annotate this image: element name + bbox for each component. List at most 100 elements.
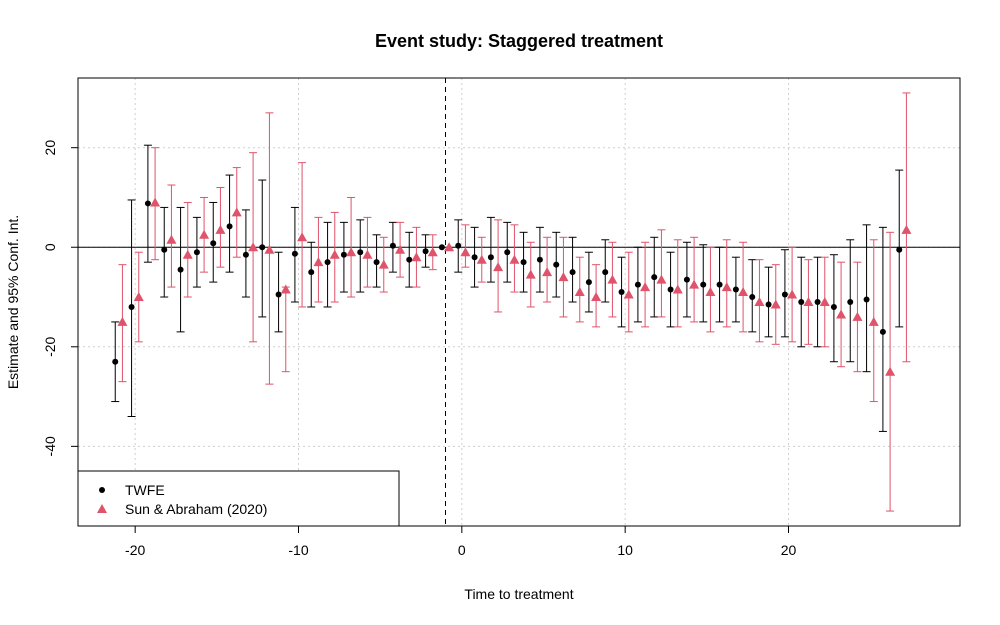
sa-point bbox=[770, 299, 781, 309]
sa-point bbox=[787, 289, 798, 299]
sa-point bbox=[117, 316, 128, 326]
legend-sa-marker bbox=[97, 504, 107, 513]
sa-point bbox=[248, 242, 259, 252]
twfe-point bbox=[242, 251, 249, 258]
sa-point bbox=[313, 257, 324, 267]
twfe-point bbox=[373, 259, 380, 266]
sa-point bbox=[493, 262, 504, 272]
legend-twfe-marker bbox=[99, 487, 105, 493]
y-tick-label: -40 bbox=[42, 436, 58, 456]
y-tick-label: 0 bbox=[42, 243, 58, 251]
legend: TWFE Sun & Abraham (2020) bbox=[77, 470, 400, 527]
sa-point bbox=[591, 292, 602, 302]
twfe-point bbox=[585, 279, 592, 286]
twfe-point bbox=[749, 294, 756, 301]
twfe-point bbox=[438, 244, 445, 251]
y-axis: -40 -20 0 20 bbox=[42, 140, 78, 456]
twfe-point bbox=[210, 240, 217, 247]
twfe-point bbox=[340, 251, 347, 258]
sa-point bbox=[542, 267, 553, 277]
twfe-point bbox=[455, 242, 462, 249]
sa-point bbox=[705, 287, 716, 297]
sa-point bbox=[215, 224, 226, 234]
x-tick-label: 20 bbox=[781, 542, 797, 558]
x-tick-label: 0 bbox=[458, 542, 466, 558]
sa-point bbox=[623, 289, 634, 299]
sa-point bbox=[150, 197, 161, 207]
twfe-point bbox=[716, 281, 723, 288]
sa-point bbox=[754, 297, 765, 306]
twfe-point bbox=[683, 276, 690, 283]
twfe-point bbox=[259, 244, 266, 251]
sa-point bbox=[231, 207, 242, 217]
twfe-point bbox=[879, 328, 886, 335]
twfe-point bbox=[128, 303, 135, 310]
sa-point bbox=[329, 249, 340, 259]
twfe-point bbox=[667, 286, 674, 293]
twfe-point bbox=[847, 299, 854, 305]
sa-point bbox=[819, 297, 830, 306]
twfe-point bbox=[520, 259, 527, 266]
twfe-point bbox=[781, 291, 788, 298]
sa-point bbox=[885, 366, 896, 376]
sa-point bbox=[672, 284, 683, 294]
x-axis-label: Time to treatment bbox=[464, 586, 573, 602]
twfe-point bbox=[863, 296, 870, 303]
sa-point bbox=[509, 254, 520, 264]
sa-point bbox=[558, 272, 569, 282]
sa-point bbox=[280, 284, 291, 294]
twfe-point bbox=[700, 281, 707, 288]
twfe-point bbox=[569, 269, 576, 276]
twfe-point bbox=[602, 269, 609, 276]
sa-point bbox=[427, 247, 438, 257]
x-tick-label: -10 bbox=[288, 542, 308, 558]
sa-point bbox=[901, 224, 912, 234]
sa-point bbox=[836, 309, 847, 319]
twfe-point bbox=[389, 242, 396, 249]
twfe-point bbox=[226, 223, 233, 230]
twfe-point bbox=[144, 200, 151, 207]
twfe-point bbox=[536, 256, 543, 263]
legend-twfe-label: TWFE bbox=[125, 482, 165, 498]
sa-point bbox=[656, 274, 667, 284]
twfe-point bbox=[765, 301, 772, 308]
x-axis: -20 -10 0 10 20 bbox=[125, 526, 796, 558]
legend-sa-label: Sun & Abraham (2020) bbox=[125, 501, 267, 517]
reference-lines bbox=[78, 78, 960, 526]
y-tick-label: 20 bbox=[42, 140, 58, 156]
y-tick-label: -20 bbox=[42, 336, 58, 356]
sa-point bbox=[476, 254, 487, 264]
twfe-point bbox=[618, 289, 625, 296]
twfe-point bbox=[406, 256, 413, 263]
twfe-point bbox=[798, 299, 805, 305]
sa-point bbox=[525, 269, 536, 279]
twfe-point bbox=[324, 259, 331, 266]
sa-point bbox=[346, 247, 357, 257]
sa-point bbox=[199, 229, 210, 239]
sa-point bbox=[411, 252, 422, 262]
sa-point bbox=[444, 242, 455, 252]
sa-point bbox=[460, 247, 471, 257]
twfe-point bbox=[553, 261, 560, 268]
sa-point bbox=[166, 234, 177, 244]
chart-title: Event study: Staggered treatment bbox=[375, 31, 663, 51]
sa-point bbox=[607, 274, 618, 284]
y-axis-label: Estimate and 95% Conf. Int. bbox=[5, 215, 21, 389]
sa-point bbox=[264, 244, 275, 254]
twfe-point bbox=[651, 274, 658, 281]
x-tick-label: -20 bbox=[125, 542, 145, 558]
sa-point bbox=[721, 282, 732, 292]
twfe-point bbox=[357, 249, 364, 256]
twfe-point bbox=[896, 246, 903, 253]
twfe-point bbox=[487, 254, 494, 261]
grid-lines bbox=[78, 78, 960, 526]
twfe-point bbox=[504, 249, 511, 256]
twfe-point bbox=[471, 254, 478, 261]
plot-frame bbox=[77, 77, 961, 527]
twfe-point bbox=[193, 249, 200, 256]
twfe-point bbox=[161, 246, 168, 253]
twfe-point bbox=[634, 281, 641, 288]
sa-point bbox=[803, 297, 814, 306]
sa-point bbox=[395, 244, 406, 254]
